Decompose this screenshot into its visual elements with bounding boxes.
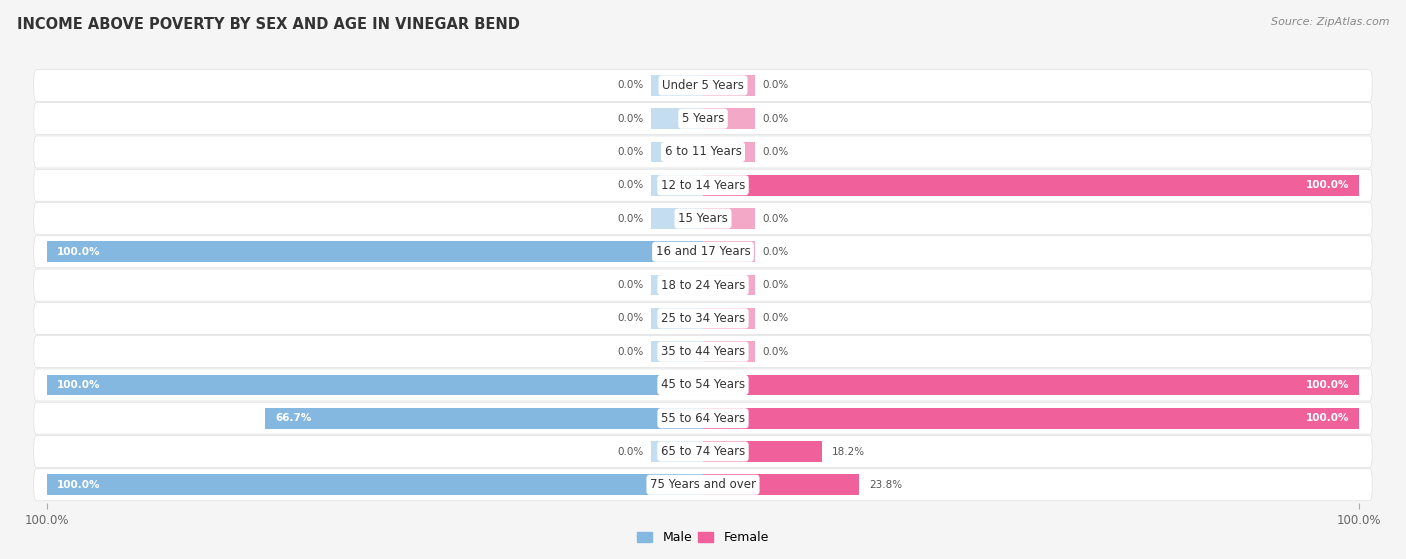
Text: 0.0%: 0.0% [617, 447, 644, 457]
Bar [703, 475, 859, 495]
Text: 18 to 24 Years: 18 to 24 Years [661, 278, 745, 292]
Text: 100.0%: 100.0% [56, 247, 100, 257]
Bar [703, 408, 1360, 429]
Bar [46, 375, 703, 395]
Text: Source: ZipAtlas.com: Source: ZipAtlas.com [1271, 17, 1389, 27]
Text: 66.7%: 66.7% [276, 413, 312, 423]
Text: 100.0%: 100.0% [56, 480, 100, 490]
Text: 100.0%: 100.0% [1306, 413, 1350, 423]
Bar [651, 108, 703, 129]
FancyBboxPatch shape [34, 469, 1372, 501]
Bar [46, 241, 703, 262]
Text: 65 to 74 Years: 65 to 74 Years [661, 445, 745, 458]
Bar [703, 141, 755, 162]
Bar [651, 141, 703, 162]
Text: 0.0%: 0.0% [617, 347, 644, 357]
Bar [703, 275, 755, 295]
FancyBboxPatch shape [34, 103, 1372, 135]
Text: 75 Years and over: 75 Years and over [650, 479, 756, 491]
Bar [703, 308, 755, 329]
FancyBboxPatch shape [34, 269, 1372, 301]
Text: 0.0%: 0.0% [762, 147, 789, 157]
Text: 0.0%: 0.0% [617, 80, 644, 91]
Bar [703, 175, 1360, 196]
Text: 0.0%: 0.0% [762, 347, 789, 357]
Bar [703, 441, 823, 462]
Bar [703, 375, 1360, 395]
Text: 12 to 14 Years: 12 to 14 Years [661, 179, 745, 192]
Text: 0.0%: 0.0% [617, 314, 644, 323]
Bar [703, 375, 1360, 395]
Text: 18.2%: 18.2% [832, 447, 865, 457]
Text: 25 to 34 Years: 25 to 34 Years [661, 312, 745, 325]
Bar [703, 408, 1360, 429]
Text: 6 to 11 Years: 6 to 11 Years [665, 145, 741, 158]
Bar [703, 75, 755, 96]
Text: 0.0%: 0.0% [762, 80, 789, 91]
Text: 100.0%: 100.0% [1306, 180, 1350, 190]
FancyBboxPatch shape [34, 69, 1372, 101]
Text: Under 5 Years: Under 5 Years [662, 79, 744, 92]
FancyBboxPatch shape [34, 136, 1372, 168]
Bar [46, 241, 703, 262]
FancyBboxPatch shape [34, 302, 1372, 334]
Text: 16 and 17 Years: 16 and 17 Years [655, 245, 751, 258]
Bar [703, 475, 859, 495]
Text: 55 to 64 Years: 55 to 64 Years [661, 412, 745, 425]
FancyBboxPatch shape [34, 369, 1372, 401]
Text: 100.0%: 100.0% [1306, 380, 1350, 390]
Bar [651, 75, 703, 96]
FancyBboxPatch shape [34, 236, 1372, 268]
Text: 0.0%: 0.0% [617, 147, 644, 157]
FancyBboxPatch shape [34, 402, 1372, 434]
Bar [266, 408, 703, 429]
Text: 0.0%: 0.0% [617, 180, 644, 190]
Bar [703, 342, 755, 362]
Bar [651, 441, 703, 462]
Bar [703, 441, 823, 462]
Text: 0.0%: 0.0% [762, 247, 789, 257]
Text: 0.0%: 0.0% [617, 214, 644, 224]
Text: 0.0%: 0.0% [762, 214, 789, 224]
Text: 0.0%: 0.0% [762, 314, 789, 323]
Text: 45 to 54 Years: 45 to 54 Years [661, 378, 745, 391]
Bar [651, 342, 703, 362]
FancyBboxPatch shape [34, 336, 1372, 368]
Text: 5 Years: 5 Years [682, 112, 724, 125]
Bar [651, 308, 703, 329]
Legend: Male, Female: Male, Female [633, 526, 773, 549]
Bar [651, 275, 703, 295]
Bar [703, 208, 755, 229]
Bar [46, 475, 703, 495]
Text: 35 to 44 Years: 35 to 44 Years [661, 345, 745, 358]
Bar [651, 208, 703, 229]
Bar [46, 375, 703, 395]
Bar [651, 175, 703, 196]
Bar [703, 175, 1360, 196]
Text: INCOME ABOVE POVERTY BY SEX AND AGE IN VINEGAR BEND: INCOME ABOVE POVERTY BY SEX AND AGE IN V… [17, 17, 520, 32]
Text: 0.0%: 0.0% [762, 113, 789, 124]
FancyBboxPatch shape [34, 202, 1372, 234]
Bar [266, 408, 703, 429]
FancyBboxPatch shape [34, 435, 1372, 467]
Bar [703, 241, 755, 262]
Bar [46, 475, 703, 495]
Text: 0.0%: 0.0% [762, 280, 789, 290]
Text: 0.0%: 0.0% [617, 280, 644, 290]
Text: 100.0%: 100.0% [56, 380, 100, 390]
Text: 15 Years: 15 Years [678, 212, 728, 225]
Text: 0.0%: 0.0% [617, 113, 644, 124]
Bar [703, 108, 755, 129]
FancyBboxPatch shape [34, 169, 1372, 201]
Text: 23.8%: 23.8% [869, 480, 903, 490]
